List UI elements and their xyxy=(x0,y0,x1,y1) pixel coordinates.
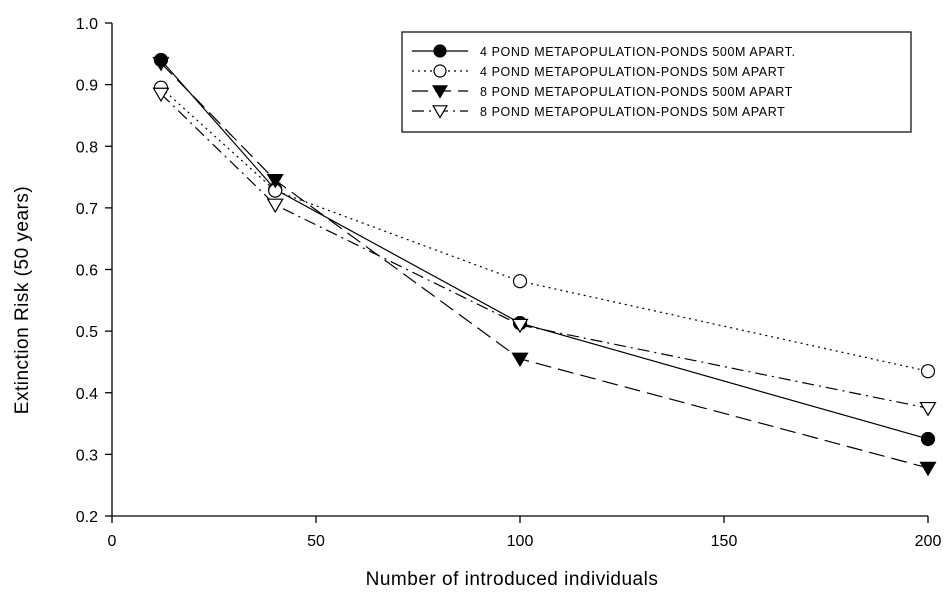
legend-label: 4 POND METAPOPULATION-PONDS 50M APART xyxy=(480,65,785,79)
y-tick-label: 0.5 xyxy=(76,324,98,341)
series-line xyxy=(160,62,929,469)
x-tick-label: 150 xyxy=(711,533,738,550)
data-point xyxy=(152,87,170,103)
series-4 xyxy=(152,87,937,417)
y-axis-title: Extinction Risk (50 years) xyxy=(12,186,33,414)
data-point xyxy=(919,401,937,417)
legend-swatch-marker xyxy=(432,85,448,99)
legend: 4 POND METAPOPULATION-PONDS 500M APART. 4… xyxy=(401,31,912,133)
y-tick-label: 0.2 xyxy=(76,509,98,526)
x-tick-label: 0 xyxy=(108,533,117,550)
series-3 xyxy=(152,56,937,477)
data-point xyxy=(152,56,170,72)
data-point xyxy=(266,198,284,214)
y-tick-label: 0.9 xyxy=(76,78,98,95)
data-point xyxy=(919,461,937,477)
y-tick-label: 0.7 xyxy=(76,201,98,218)
data-point xyxy=(266,173,284,189)
data-point xyxy=(512,274,528,289)
data-point xyxy=(920,364,936,379)
x-tick-label: 50 xyxy=(307,533,325,550)
y-tick-label: 1.0 xyxy=(76,16,98,33)
y-tick-label: 0.6 xyxy=(76,263,98,280)
y-tick-label: 0.3 xyxy=(76,447,98,464)
legend-label: 8 POND METAPOPULATION-PONDS 50M APART xyxy=(480,105,785,119)
legend-box xyxy=(401,31,912,133)
x-tick-label: 200 xyxy=(915,533,942,550)
series-line xyxy=(160,59,929,440)
legend-swatch-marker xyxy=(432,105,448,119)
legend-label: 8 POND METAPOPULATION-PONDS 500M APART xyxy=(480,85,793,99)
legend-item: 4 POND METAPOPULATION-PONDS 50M APART xyxy=(412,64,785,79)
series-layer xyxy=(152,52,937,477)
data-point xyxy=(511,352,529,368)
data-point xyxy=(920,431,936,447)
x-axis-title: Number of introduced individuals xyxy=(366,569,659,590)
y-tick-label: 0.8 xyxy=(76,139,98,156)
data-point xyxy=(511,318,529,334)
x-tick-label: 100 xyxy=(507,533,534,550)
series-line xyxy=(160,93,929,409)
axes: 0.2 0.3 0.4 0.5 0.6 0.7 0.8 0.9 1.0 0 50 100 150 200 xyxy=(76,16,942,550)
y-tick-label: 0.4 xyxy=(76,386,98,403)
legend-label: 4 POND METAPOPULATION-PONDS 500M APART. xyxy=(480,45,796,59)
legend-swatch-marker xyxy=(433,44,447,58)
legend-item: 8 POND METAPOPULATION-PONDS 50M APART xyxy=(412,105,785,119)
legend-item: 8 POND METAPOPULATION-PONDS 500M APART xyxy=(412,85,793,99)
legend-item: 4 POND METAPOPULATION-PONDS 500M APART. xyxy=(412,44,796,59)
legend-swatch-marker xyxy=(433,64,447,78)
